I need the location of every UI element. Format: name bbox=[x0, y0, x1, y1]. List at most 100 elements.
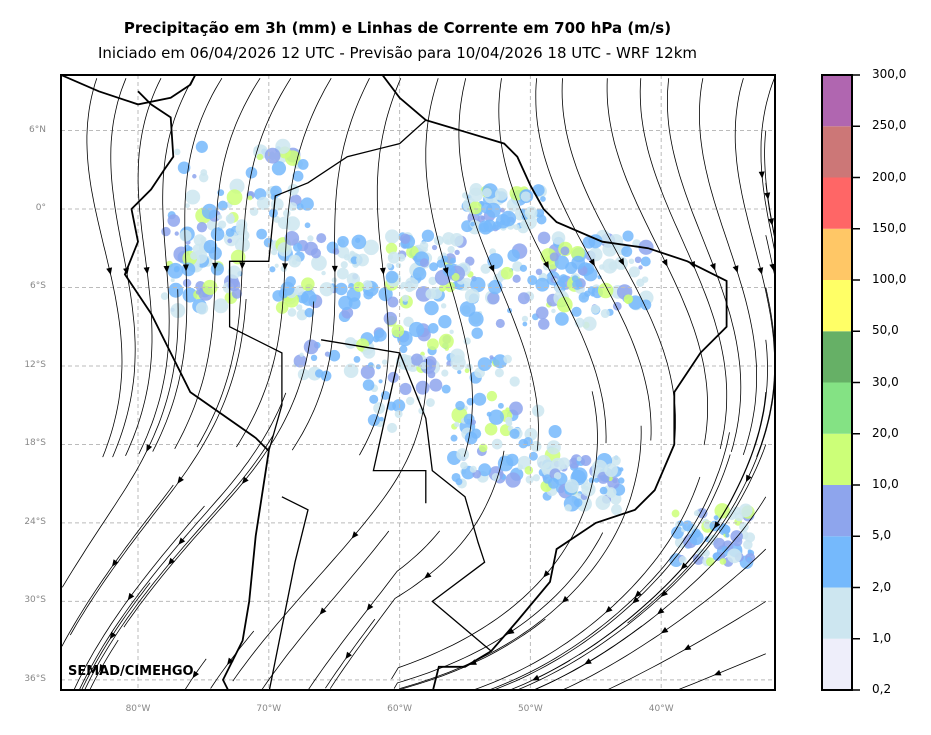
precip-cell bbox=[638, 265, 643, 270]
precip-cell bbox=[387, 371, 399, 383]
precip-cell bbox=[623, 294, 633, 304]
precip-cell bbox=[210, 227, 225, 241]
precip-cell bbox=[431, 244, 438, 251]
precip-cell bbox=[256, 196, 271, 210]
precip-cell bbox=[619, 467, 624, 472]
precip-cell bbox=[455, 400, 465, 411]
precip-cell bbox=[546, 440, 561, 455]
precip-cell bbox=[409, 321, 425, 338]
precip-cell bbox=[524, 466, 534, 475]
precip-cell bbox=[429, 262, 439, 272]
lat-label: 6°S bbox=[30, 281, 46, 292]
precip-cell bbox=[438, 315, 452, 329]
precip-cell bbox=[363, 239, 379, 256]
precip-cell bbox=[422, 247, 428, 252]
streamline bbox=[498, 78, 607, 444]
precip-cell bbox=[536, 455, 552, 470]
precip-cell bbox=[438, 284, 447, 292]
streamline-arrow bbox=[192, 670, 199, 679]
colorbar-label: 300,0 bbox=[872, 67, 907, 81]
streamline-arrow bbox=[618, 257, 625, 266]
precip-cell bbox=[173, 266, 180, 273]
precip-cell bbox=[421, 229, 435, 242]
streamline bbox=[535, 78, 652, 441]
precip-cell bbox=[362, 379, 375, 391]
precip-cell bbox=[386, 262, 393, 269]
precip-cell bbox=[489, 355, 494, 360]
precip-cell bbox=[285, 216, 300, 231]
precip-cell bbox=[488, 409, 504, 425]
streamline-arrow bbox=[542, 261, 549, 269]
precip-cell bbox=[360, 364, 375, 380]
precip-cell bbox=[456, 448, 469, 461]
precip-cell bbox=[440, 303, 447, 309]
streamline bbox=[84, 434, 274, 690]
streamline-arrow bbox=[109, 631, 117, 640]
precip-cell bbox=[713, 537, 726, 550]
streamline-arrow bbox=[745, 474, 752, 483]
precip-cell bbox=[332, 248, 340, 255]
precip-cell bbox=[426, 398, 435, 407]
precip-cell bbox=[195, 289, 201, 295]
colorbar-label: 10,0 bbox=[872, 477, 899, 491]
precip-cell bbox=[161, 226, 171, 237]
precip-cell bbox=[399, 284, 405, 290]
precip-cell bbox=[459, 301, 476, 317]
streamline-arrow bbox=[657, 607, 665, 615]
precip-cell bbox=[182, 278, 192, 288]
lat-label: 30°S bbox=[24, 595, 46, 606]
precip-cell bbox=[610, 455, 621, 466]
precip-cell bbox=[300, 197, 314, 211]
streamline bbox=[667, 78, 742, 453]
streamline-arrow bbox=[632, 596, 640, 604]
precip-cell bbox=[678, 556, 687, 564]
precip-cell bbox=[521, 315, 529, 322]
precip-cell bbox=[513, 224, 520, 231]
precip-cell bbox=[581, 482, 596, 497]
precip-cell bbox=[405, 277, 419, 291]
precip-cell bbox=[697, 507, 708, 519]
precip-cell bbox=[287, 308, 297, 317]
colorbar-segment bbox=[822, 485, 852, 537]
precip-cell bbox=[292, 170, 304, 182]
precip-cell bbox=[495, 213, 511, 229]
precip-cell bbox=[732, 506, 741, 516]
precip-cell bbox=[256, 153, 264, 161]
precip-cell bbox=[247, 195, 253, 201]
streamline bbox=[196, 77, 292, 448]
precip-cell bbox=[578, 292, 590, 303]
streamline-arrow bbox=[588, 258, 595, 267]
precip-cell bbox=[548, 477, 559, 489]
precip-cell bbox=[269, 266, 276, 273]
precip-cell bbox=[605, 487, 617, 498]
streamline bbox=[699, 78, 757, 456]
precip-cell bbox=[387, 251, 400, 264]
precip-cell bbox=[551, 308, 556, 314]
precip-cell bbox=[622, 230, 634, 242]
colorbar-label: 30,0 bbox=[872, 374, 899, 389]
precip-cell bbox=[509, 401, 523, 416]
streamline bbox=[261, 530, 390, 690]
streamline-arrow bbox=[713, 669, 722, 676]
precip-cell bbox=[495, 318, 505, 328]
colorbar-label: 250,0 bbox=[872, 118, 907, 133]
precip-cell bbox=[264, 147, 281, 164]
precip-cell bbox=[530, 440, 542, 452]
precip-cell bbox=[457, 369, 462, 375]
precip-cell bbox=[560, 246, 570, 256]
precip-cell bbox=[628, 266, 640, 278]
precip-cell bbox=[379, 416, 384, 422]
precip-cell bbox=[470, 221, 475, 227]
precip-cell bbox=[519, 264, 528, 272]
precip-cell bbox=[549, 252, 559, 262]
streamline bbox=[676, 653, 766, 690]
streamline bbox=[458, 78, 539, 451]
precip-cell bbox=[564, 479, 579, 494]
precip-cell bbox=[429, 378, 443, 392]
streamline bbox=[123, 301, 315, 628]
precip-cell bbox=[555, 312, 569, 326]
colorbar-label: 150,0 bbox=[872, 220, 907, 235]
precip-cell bbox=[532, 409, 540, 416]
precip-cell bbox=[297, 158, 309, 170]
precip-cell bbox=[195, 140, 208, 153]
